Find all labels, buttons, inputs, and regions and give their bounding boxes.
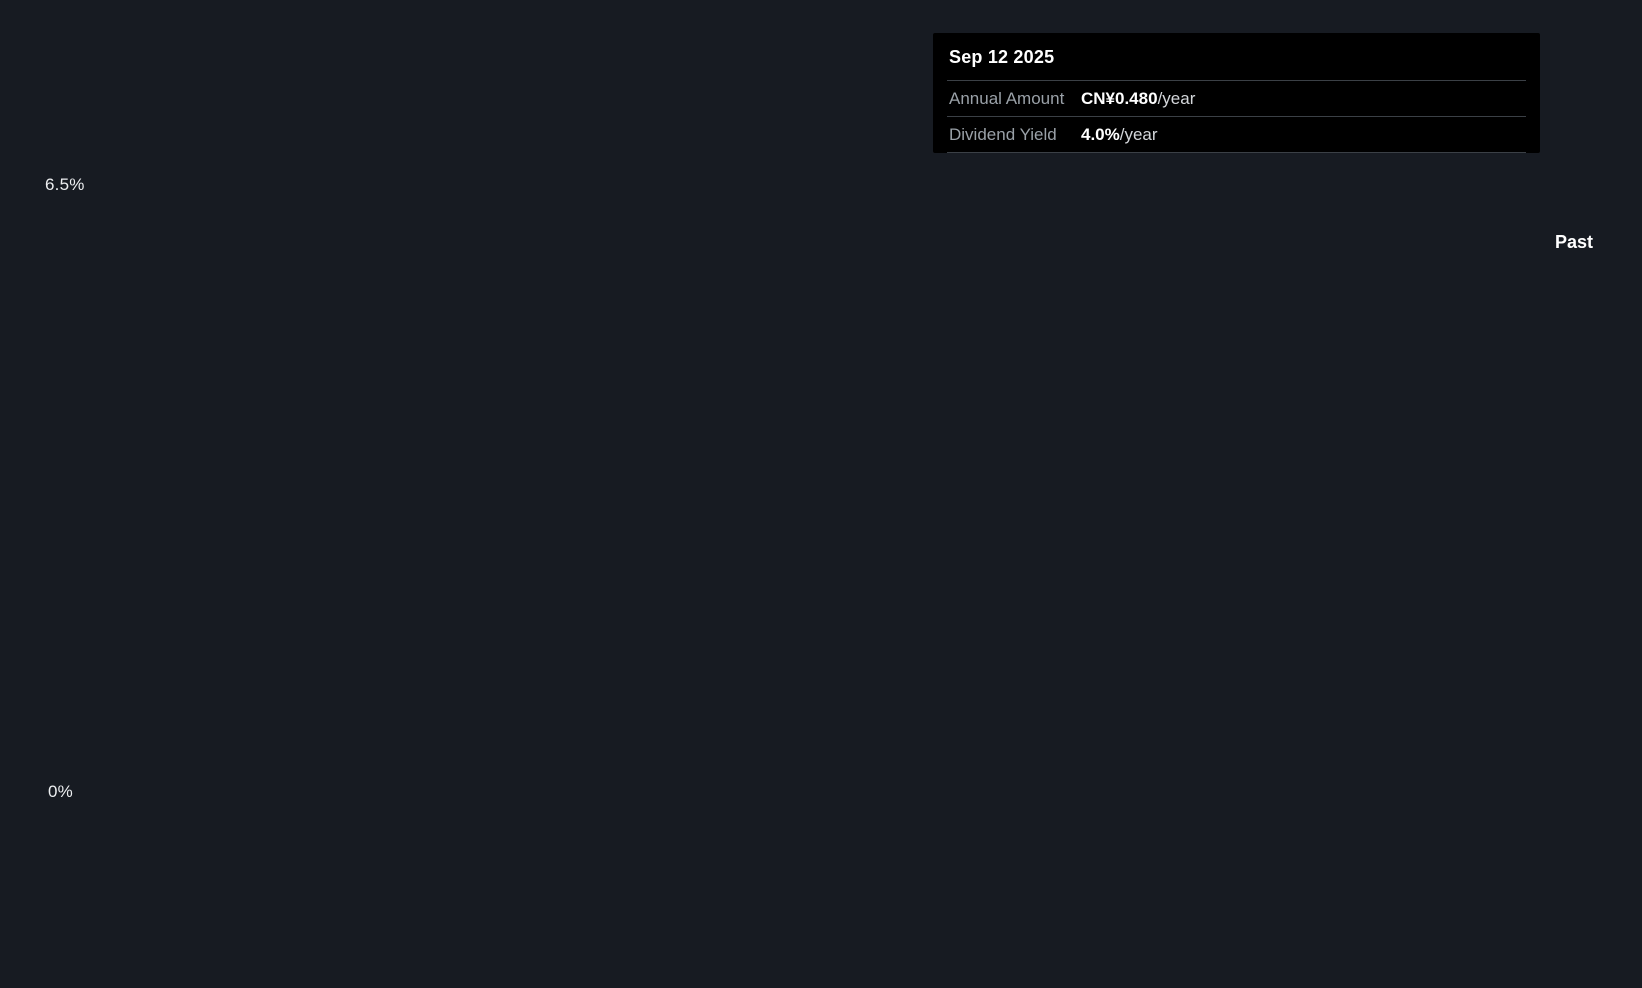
y-axis-bottom-label: 0% <box>48 782 73 801</box>
past-region-label: Past <box>1554 232 1593 252</box>
tooltip-value: 4.0% <box>1081 124 1120 144</box>
tooltip-suffix: /year <box>1119 124 1158 144</box>
tooltip-row-dividend-yield: Dividend Yield 4.0% /year <box>947 117 1526 153</box>
tooltip-value: CN¥0.480 <box>1081 88 1158 108</box>
tooltip-suffix: /year <box>1157 88 1196 108</box>
tooltip-date: Sep 12 2025 <box>947 33 1526 81</box>
y-axis-top-label: 6.5% <box>45 175 85 194</box>
tooltip-label: Dividend Yield <box>949 124 1057 144</box>
tooltip-row-annual-amount: Annual Amount CN¥0.480 /year <box>947 81 1526 117</box>
chart-tooltip: Sep 12 2025 Annual Amount CN¥0.480 /year… <box>933 33 1540 153</box>
tooltip-label: Annual Amount <box>949 88 1065 108</box>
